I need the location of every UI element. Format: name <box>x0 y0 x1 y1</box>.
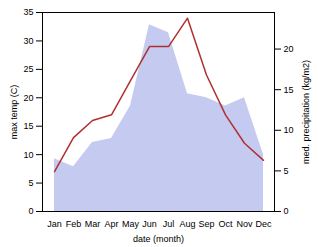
svg-text:Sep: Sep <box>198 219 214 229</box>
svg-text:Jun: Jun <box>142 219 157 229</box>
svg-text:0: 0 <box>28 206 33 216</box>
svg-text:25: 25 <box>23 64 33 74</box>
svg-text:Apr: Apr <box>104 219 118 229</box>
svg-text:Dec: Dec <box>255 219 272 229</box>
svg-text:35: 35 <box>23 7 33 17</box>
svg-text:max temp (C): max temp (C) <box>9 85 19 140</box>
svg-text:Jan: Jan <box>47 219 62 229</box>
svg-text:Feb: Feb <box>66 219 82 229</box>
svg-text:5: 5 <box>284 166 289 176</box>
svg-text:20: 20 <box>284 44 294 54</box>
svg-text:date (month): date (month) <box>133 234 184 244</box>
svg-text:May: May <box>122 219 140 229</box>
svg-text:30: 30 <box>23 36 33 46</box>
svg-text:Jul: Jul <box>163 219 175 229</box>
svg-text:0: 0 <box>284 206 289 216</box>
svg-text:15: 15 <box>23 121 33 131</box>
svg-text:10: 10 <box>284 125 294 135</box>
svg-text:10: 10 <box>23 150 33 160</box>
svg-text:20: 20 <box>23 93 33 103</box>
svg-text:Nov: Nov <box>236 219 253 229</box>
svg-text:Mar: Mar <box>85 219 101 229</box>
svg-text:Oct: Oct <box>218 219 233 229</box>
svg-text:5: 5 <box>28 178 33 188</box>
svg-text:med. precipitation (kg/m2): med. precipitation (kg/m2) <box>301 60 311 164</box>
svg-text:15: 15 <box>284 85 294 95</box>
svg-text:Aug: Aug <box>179 219 195 229</box>
